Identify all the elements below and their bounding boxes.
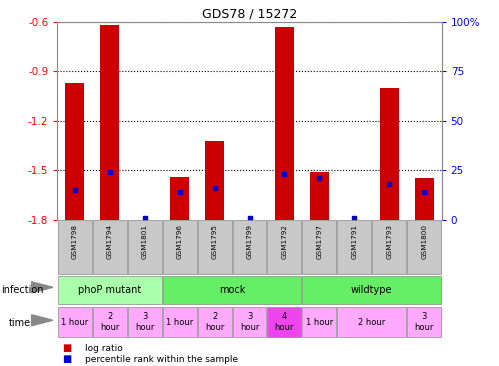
Title: GDS78 / 15272: GDS78 / 15272 — [202, 8, 297, 21]
Bar — [310, 172, 329, 220]
Text: 2
hour: 2 hour — [205, 312, 224, 332]
Bar — [205, 141, 224, 220]
Text: 1 hour: 1 hour — [61, 318, 88, 326]
Bar — [275, 27, 294, 220]
FancyBboxPatch shape — [58, 220, 92, 274]
Polygon shape — [31, 282, 53, 293]
Text: 3
hour: 3 hour — [135, 312, 154, 332]
Text: phoP mutant: phoP mutant — [78, 285, 141, 295]
FancyBboxPatch shape — [163, 220, 197, 274]
FancyBboxPatch shape — [93, 220, 127, 274]
Bar — [380, 88, 399, 220]
FancyBboxPatch shape — [93, 307, 127, 337]
Text: GSM1792: GSM1792 — [281, 224, 287, 259]
Text: 2 hour: 2 hour — [358, 318, 385, 326]
Text: GSM1793: GSM1793 — [386, 224, 392, 259]
Text: ■: ■ — [62, 354, 72, 365]
FancyBboxPatch shape — [302, 220, 336, 274]
Bar — [100, 25, 119, 220]
Text: log ratio: log ratio — [85, 344, 123, 353]
FancyBboxPatch shape — [233, 220, 266, 274]
Bar — [415, 178, 434, 220]
FancyBboxPatch shape — [198, 307, 232, 337]
Text: GSM1797: GSM1797 — [316, 224, 322, 259]
FancyBboxPatch shape — [58, 276, 162, 305]
FancyBboxPatch shape — [128, 220, 162, 274]
Text: time: time — [9, 318, 31, 328]
Text: 3
hour: 3 hour — [415, 312, 434, 332]
Text: 1 hour: 1 hour — [166, 318, 193, 326]
FancyBboxPatch shape — [233, 307, 266, 337]
Text: GSM1791: GSM1791 — [351, 224, 357, 259]
FancyBboxPatch shape — [407, 220, 441, 274]
Text: 2
hour: 2 hour — [100, 312, 119, 332]
Text: 4
hour: 4 hour — [275, 312, 294, 332]
FancyBboxPatch shape — [198, 220, 232, 274]
FancyBboxPatch shape — [302, 276, 441, 305]
FancyBboxPatch shape — [163, 276, 301, 305]
FancyBboxPatch shape — [407, 307, 441, 337]
Polygon shape — [31, 315, 53, 326]
Text: percentile rank within the sample: percentile rank within the sample — [85, 355, 238, 364]
FancyBboxPatch shape — [58, 307, 92, 337]
FancyBboxPatch shape — [128, 307, 162, 337]
Text: wildtype: wildtype — [351, 285, 393, 295]
Text: 3
hour: 3 hour — [240, 312, 259, 332]
FancyBboxPatch shape — [163, 307, 197, 337]
Text: mock: mock — [219, 285, 245, 295]
Text: 1 hour: 1 hour — [306, 318, 333, 326]
FancyBboxPatch shape — [302, 307, 336, 337]
FancyBboxPatch shape — [337, 307, 406, 337]
FancyBboxPatch shape — [267, 307, 301, 337]
Text: GSM1800: GSM1800 — [421, 224, 427, 259]
Text: GSM1794: GSM1794 — [107, 224, 113, 259]
FancyBboxPatch shape — [267, 220, 301, 274]
Bar — [170, 177, 189, 220]
Text: infection: infection — [1, 285, 43, 295]
Text: ■: ■ — [62, 343, 72, 354]
FancyBboxPatch shape — [337, 220, 371, 274]
Text: GSM1801: GSM1801 — [142, 224, 148, 259]
Bar — [65, 83, 84, 220]
Text: GSM1796: GSM1796 — [177, 224, 183, 259]
Text: GSM1799: GSM1799 — [247, 224, 252, 259]
Text: GSM1798: GSM1798 — [72, 224, 78, 259]
Text: GSM1795: GSM1795 — [212, 224, 218, 259]
FancyBboxPatch shape — [372, 220, 406, 274]
